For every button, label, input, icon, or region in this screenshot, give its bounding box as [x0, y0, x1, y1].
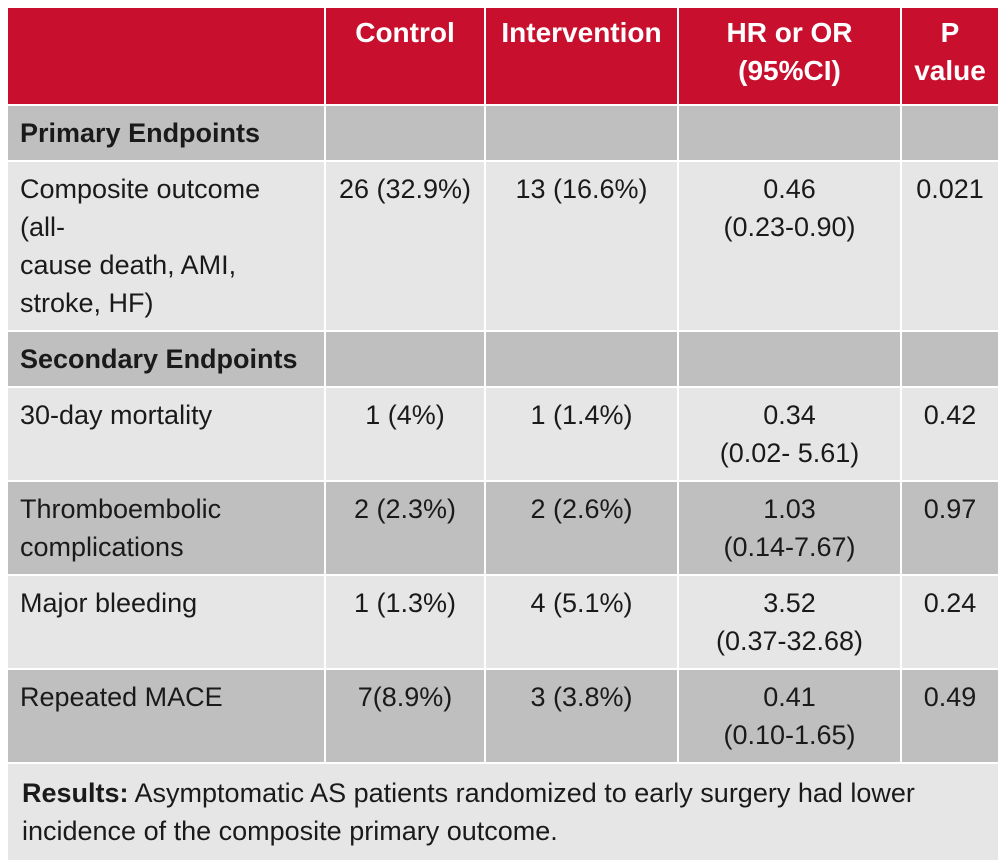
row-label: Composite outcome (all- cause death, AMI… — [8, 162, 324, 330]
row-intervention: 4 (5.1%) — [486, 576, 677, 668]
section-cell-empty — [679, 332, 900, 386]
section-cell-empty — [486, 332, 677, 386]
table-row: Thromboembolic complications 2 (2.3%) 2 … — [8, 482, 998, 574]
row-control: 26 (32.9%) — [326, 162, 484, 330]
table-row: Major bleeding 1 (1.3%) 4 (5.1%) 3.52 (0… — [8, 576, 998, 668]
table-row: Composite outcome (all- cause death, AMI… — [8, 162, 998, 330]
section-title-primary: Primary Endpoints — [8, 106, 324, 160]
row-hr: 0.34 (0.02- 5.61) — [679, 388, 900, 480]
row-hr: 0.46 (0.23-0.90) — [679, 162, 900, 330]
row-intervention: 3 (3.8%) — [486, 670, 677, 762]
section-cell-empty — [679, 106, 900, 160]
section-cell-empty — [486, 106, 677, 160]
row-control: 1 (1.3%) — [326, 576, 484, 668]
results-label: Results: — [22, 778, 129, 808]
row-p: 0.97 — [902, 482, 998, 574]
row-label: 30-day mortality — [8, 388, 324, 480]
header-row: Control Intervention HR or OR (95%CI) P … — [8, 8, 998, 104]
section-cell-empty — [326, 106, 484, 160]
row-p: 0.49 — [902, 670, 998, 762]
row-intervention: 1 (1.4%) — [486, 388, 677, 480]
section-row-secondary: Secondary Endpoints — [8, 332, 998, 386]
row-intervention: 2 (2.6%) — [486, 482, 677, 574]
section-row-primary: Primary Endpoints — [8, 106, 998, 160]
results-summary: Results: Asymptomatic AS patients random… — [8, 764, 998, 860]
row-p: 0.24 — [902, 576, 998, 668]
row-control: 7(8.9%) — [326, 670, 484, 762]
row-label: Repeated MACE — [8, 670, 324, 762]
row-control: 2 (2.3%) — [326, 482, 484, 574]
table-row: 30-day mortality 1 (4%) 1 (1.4%) 0.34 (0… — [8, 388, 998, 480]
row-hr: 0.41 (0.10-1.65) — [679, 670, 900, 762]
section-cell-empty — [902, 332, 998, 386]
section-title-secondary: Secondary Endpoints — [8, 332, 324, 386]
header-empty — [8, 8, 324, 104]
section-cell-empty — [326, 332, 484, 386]
results-footer-row: Results: Asymptomatic AS patients random… — [8, 764, 998, 860]
row-control: 1 (4%) — [326, 388, 484, 480]
header-intervention: Intervention — [486, 8, 677, 104]
row-hr: 3.52 (0.37-32.68) — [679, 576, 900, 668]
table-row: Repeated MACE 7(8.9%) 3 (3.8%) 0.41 (0.1… — [8, 670, 998, 762]
row-hr: 1.03 (0.14-7.67) — [679, 482, 900, 574]
row-label: Major bleeding — [8, 576, 324, 668]
row-p: 0.021 — [902, 162, 998, 330]
section-cell-empty — [902, 106, 998, 160]
row-intervention: 13 (16.6%) — [486, 162, 677, 330]
row-label: Thromboembolic complications — [8, 482, 324, 574]
header-control: Control — [326, 8, 484, 104]
row-p: 0.42 — [902, 388, 998, 480]
results-table: Control Intervention HR or OR (95%CI) P … — [6, 6, 1000, 862]
results-table-container: Control Intervention HR or OR (95%CI) P … — [6, 6, 1000, 860]
results-text: Asymptomatic AS patients randomized to e… — [22, 778, 915, 846]
header-hr: HR or OR (95%CI) — [679, 8, 900, 104]
header-p-value: P value — [902, 8, 998, 104]
